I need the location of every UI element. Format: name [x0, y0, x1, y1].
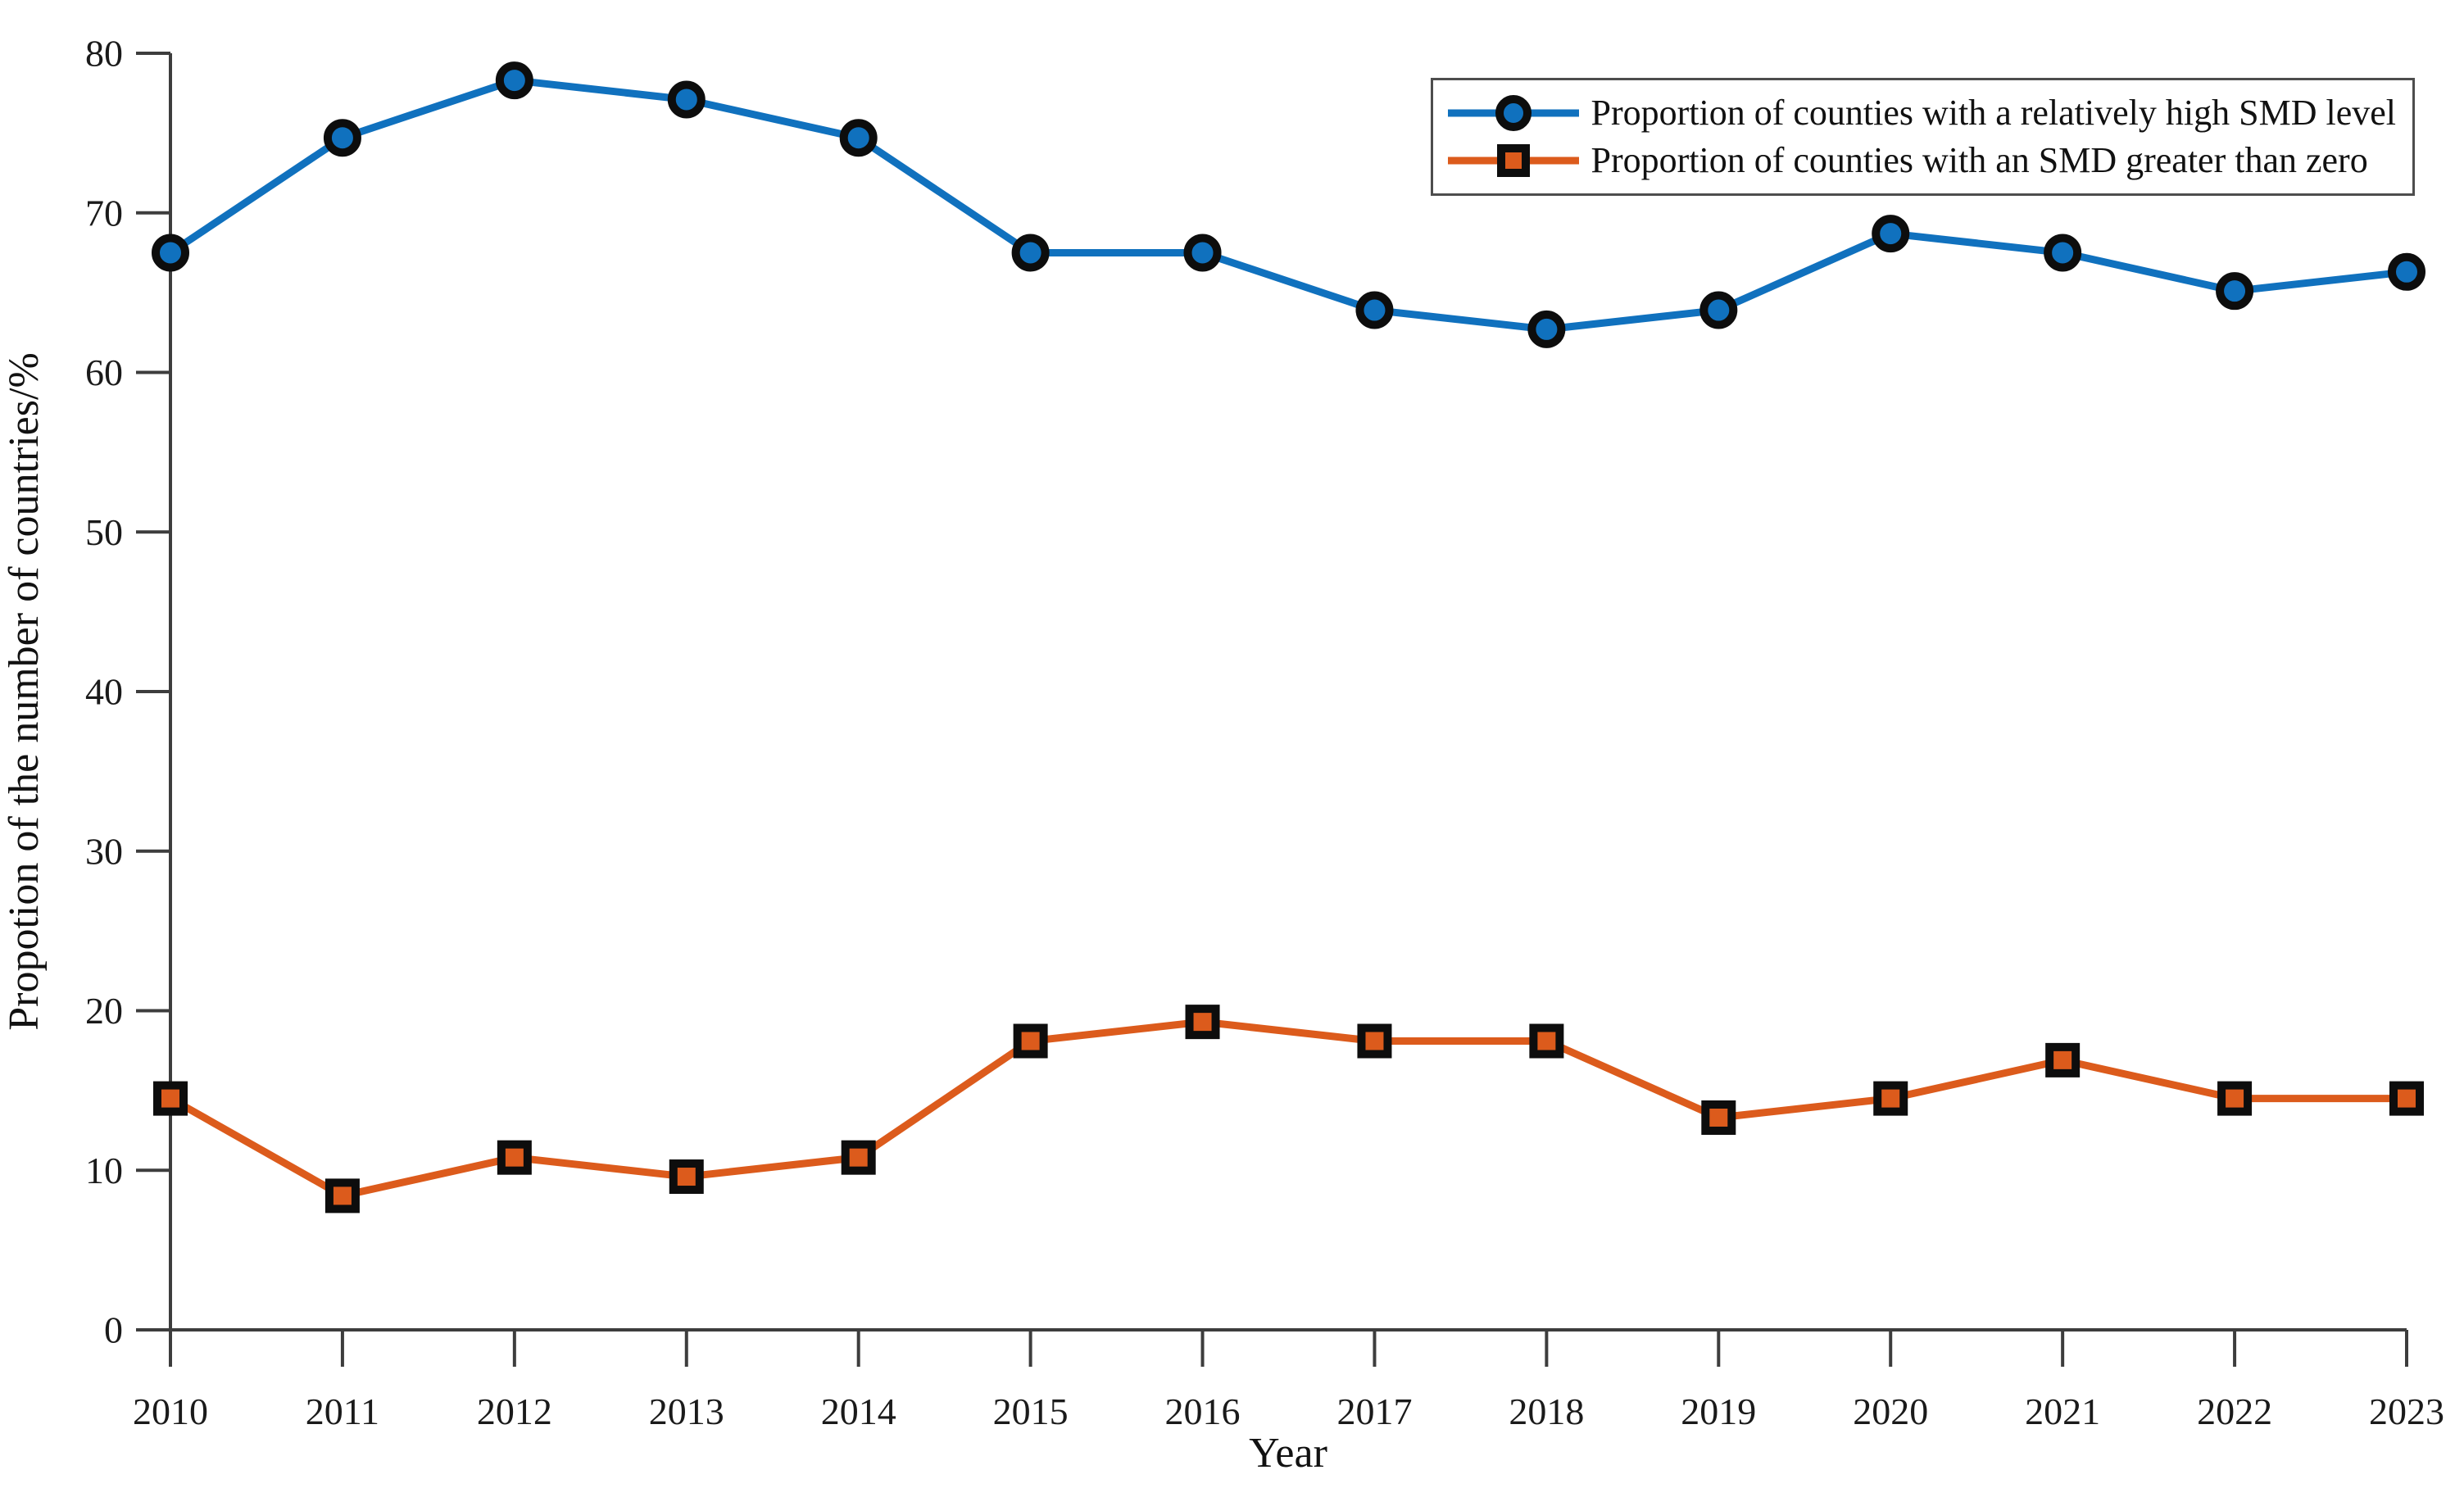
data-point-circle-2018: [1527, 310, 1566, 348]
x-tick-label: 2014: [821, 1390, 896, 1432]
x-tick-label: 2013: [649, 1390, 724, 1432]
data-point-circle-2012: [495, 61, 533, 100]
y-tick-label: 20: [85, 990, 123, 1032]
data-point-circle-2022: [2216, 272, 2254, 311]
data-point-circle-2014: [839, 119, 878, 157]
series-layer: [152, 61, 2425, 1214]
x-tick-label: 2017: [1336, 1390, 1412, 1432]
x-tick-label: 2015: [993, 1390, 1069, 1432]
x-tick-label: 2011: [306, 1390, 379, 1432]
legend-row-smd-gt-zero: Proportion of counties with an SMD great…: [1445, 139, 2396, 182]
y-tick-label: 0: [104, 1309, 123, 1351]
x-tick-label: 2023: [2369, 1390, 2444, 1432]
x-tick-label: 2018: [1509, 1390, 1584, 1432]
series-line-high-smd: [166, 76, 2411, 333]
axes-layer: 0 10 20 30 40 50 60 70 80 2010 2011 2012 2013 2014 201…: [85, 33, 2444, 1433]
y-tick-label: 80: [85, 33, 123, 75]
x-tick-label: 2020: [1853, 1390, 1928, 1432]
y-tick-label: 70: [85, 192, 123, 234]
legend-row-high-smd: Proportion of counties with a relatively…: [1445, 92, 2396, 134]
legend-circle-marker-icon: [1495, 95, 1532, 131]
data-point-square-2015: [1013, 1023, 1048, 1059]
data-point-square-2019: [1701, 1100, 1736, 1135]
data-point-square-2020: [1873, 1081, 1908, 1116]
y-tick-label: 60: [85, 352, 123, 393]
data-point-circle-2017: [1355, 291, 1394, 329]
x-tick-label: 2019: [1681, 1390, 1756, 1432]
data-point-square-2013: [669, 1159, 704, 1195]
legend-box: Proportion of counties with a relatively…: [1431, 78, 2415, 196]
legend-sample-high-smd: [1448, 95, 1580, 131]
data-point-circle-2021: [2044, 234, 2082, 272]
data-point-circle-2020: [1872, 215, 1910, 253]
data-point-circle-2015: [1011, 234, 1050, 272]
data-point-square-2022: [2217, 1081, 2253, 1116]
data-point-square-2010: [153, 1081, 188, 1116]
data-point-circle-2013: [667, 80, 706, 119]
data-point-circle-2019: [1699, 291, 1738, 329]
legend-label-smd-gt-zero: Proportion of counties with an SMD great…: [1590, 139, 2368, 180]
y-axis-title: Propotion of the number of countries/%: [1, 352, 48, 1031]
data-point-square-2012: [497, 1140, 532, 1175]
legend-label-high-smd: Proportion of counties with a relatively…: [1590, 92, 2396, 133]
data-point-square-2021: [2045, 1042, 2081, 1077]
data-point-circle-2010: [152, 234, 189, 272]
data-point-square-2018: [1529, 1023, 1564, 1059]
series-line-smd-gt-zero: [166, 1018, 2411, 1200]
data-point-circle-2016: [1183, 234, 1222, 272]
y-tick-label: 30: [85, 830, 123, 872]
data-point-square-2014: [841, 1140, 876, 1175]
data-point-square-2011: [324, 1178, 360, 1214]
data-point-square-2017: [1357, 1023, 1392, 1059]
data-point-circle-2011: [323, 119, 361, 157]
data-point-square-2016: [1185, 1005, 1220, 1040]
y-tick-label: 50: [85, 511, 123, 553]
x-tick-label: 2010: [133, 1390, 208, 1432]
x-tick-label: 2022: [2197, 1390, 2272, 1432]
y-tick-label: 10: [85, 1150, 123, 1191]
y-tick-label: 40: [85, 671, 123, 713]
legend-sample-smd-gt-zero: [1448, 144, 1580, 177]
x-tick-label: 2016: [1165, 1390, 1241, 1432]
x-axis-title: Year: [1249, 1430, 1327, 1477]
data-point-circle-2023: [2388, 252, 2425, 291]
data-point-square-2023: [2389, 1081, 2424, 1116]
x-tick-label: 2012: [477, 1390, 552, 1432]
x-tick-label: 2021: [2025, 1390, 2100, 1432]
legend-square-marker-icon: [1497, 144, 1531, 177]
